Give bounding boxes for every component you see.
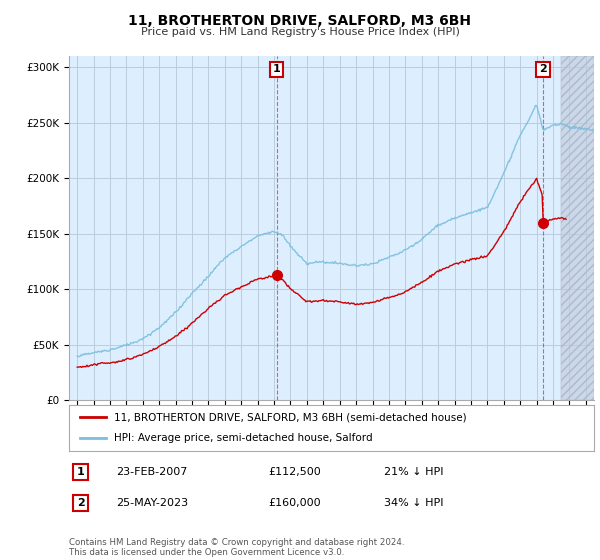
Text: 23-FEB-2007: 23-FEB-2007 xyxy=(116,467,188,477)
Text: 1: 1 xyxy=(77,467,85,477)
Bar xyxy=(561,56,594,400)
Text: HPI: Average price, semi-detached house, Salford: HPI: Average price, semi-detached house,… xyxy=(113,433,372,444)
Text: 2: 2 xyxy=(539,64,547,74)
Text: £112,500: £112,500 xyxy=(269,467,321,477)
Bar xyxy=(561,56,594,400)
Text: 11, BROTHERTON DRIVE, SALFORD, M3 6BH (semi-detached house): 11, BROTHERTON DRIVE, SALFORD, M3 6BH (s… xyxy=(113,412,466,422)
Text: Price paid vs. HM Land Registry's House Price Index (HPI): Price paid vs. HM Land Registry's House … xyxy=(140,27,460,38)
Text: £160,000: £160,000 xyxy=(269,498,321,508)
Text: 25-MAY-2023: 25-MAY-2023 xyxy=(116,498,188,508)
Text: 11, BROTHERTON DRIVE, SALFORD, M3 6BH: 11, BROTHERTON DRIVE, SALFORD, M3 6BH xyxy=(128,14,472,28)
Text: Contains HM Land Registry data © Crown copyright and database right 2024.
This d: Contains HM Land Registry data © Crown c… xyxy=(69,538,404,557)
Text: 34% ↓ HPI: 34% ↓ HPI xyxy=(384,498,443,508)
Text: 21% ↓ HPI: 21% ↓ HPI xyxy=(384,467,443,477)
Text: 2: 2 xyxy=(77,498,85,508)
Text: 1: 1 xyxy=(272,64,280,74)
